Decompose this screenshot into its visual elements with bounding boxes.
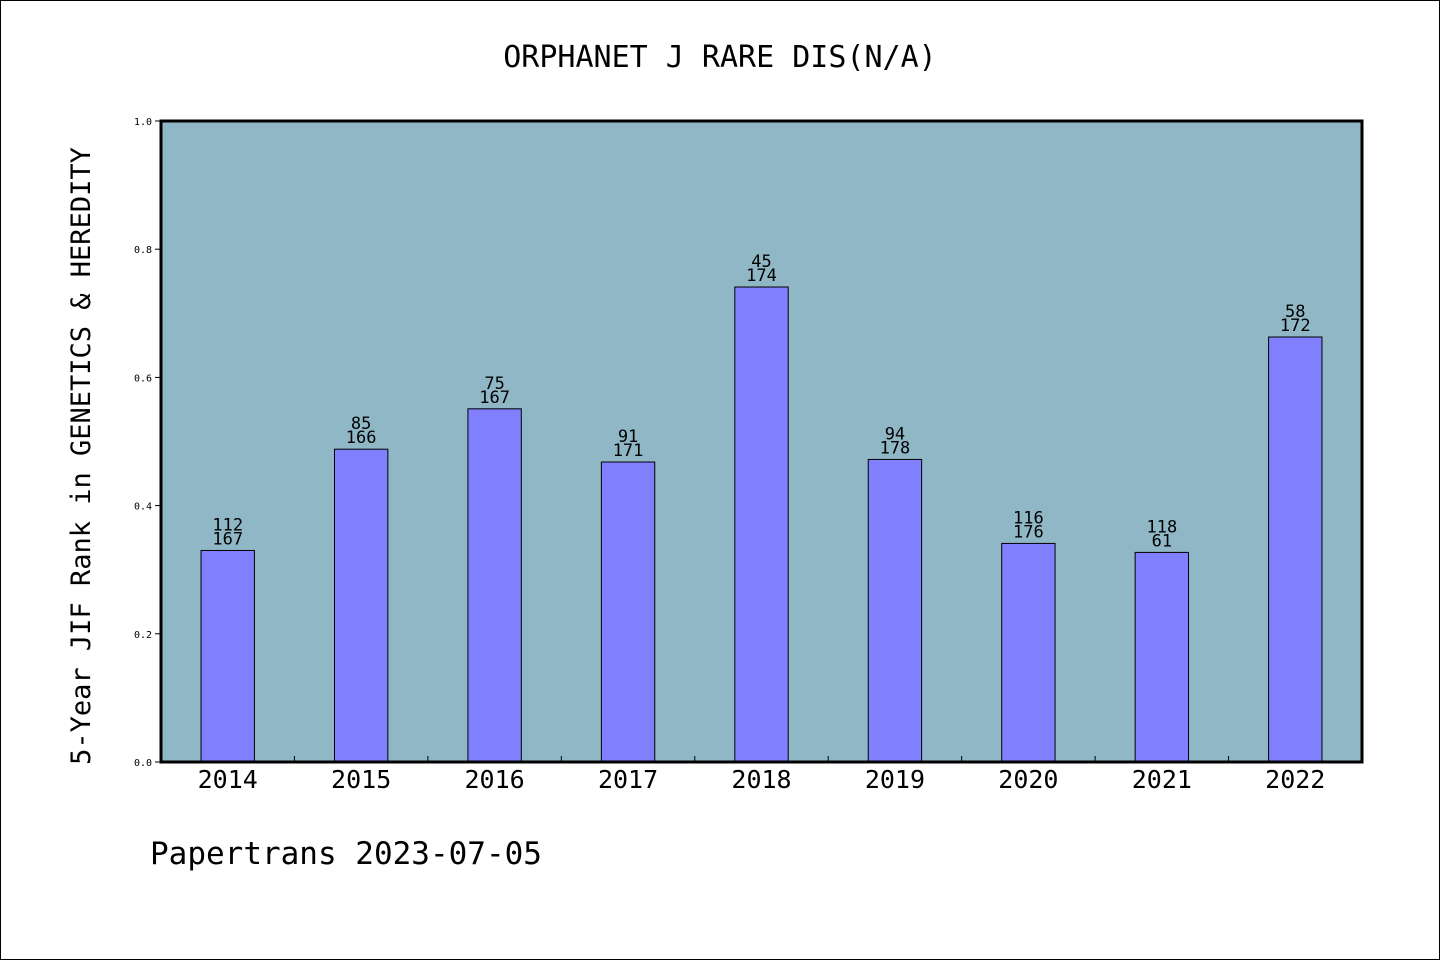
bar bbox=[734, 286, 789, 763]
bar bbox=[1134, 551, 1190, 763]
y-axis-label: 5-Year JIF Rank in GENETICS & HEREDITY bbox=[66, 147, 97, 765]
bar bbox=[333, 448, 389, 763]
bar-rank-label: 112 bbox=[212, 515, 243, 535]
y-tick-label: 0.6 bbox=[134, 373, 152, 384]
plot-area: 0.00.20.40.60.81.01121672014851662015751… bbox=[134, 117, 1364, 794]
plot-border bbox=[159, 119, 1364, 764]
bar bbox=[867, 458, 923, 763]
bar-rank-label: 94 bbox=[885, 424, 905, 444]
bar-rank-label: 45 bbox=[751, 252, 771, 272]
bar bbox=[1268, 336, 1323, 763]
bar-total-label: 61 bbox=[1152, 531, 1172, 551]
y-tick-label: 0.4 bbox=[134, 502, 152, 513]
y-tick-label: 0.0 bbox=[134, 758, 152, 769]
x-tick-label: 2022 bbox=[1265, 765, 1325, 794]
bar-total-label: 174 bbox=[746, 266, 777, 286]
bar bbox=[467, 408, 522, 763]
bar bbox=[200, 549, 255, 763]
y-tick-label: 0.2 bbox=[134, 630, 152, 641]
bar-rank-label: 58 bbox=[1285, 302, 1305, 322]
y-tick-label: 1.0 bbox=[134, 117, 152, 128]
y-tick-label: 0.8 bbox=[134, 245, 152, 256]
bar bbox=[600, 461, 656, 763]
x-tick-label: 2019 bbox=[865, 765, 925, 794]
chart-title: ORPHANET J RARE DIS(N/A) bbox=[503, 40, 936, 75]
x-tick-label: 2020 bbox=[998, 765, 1058, 794]
bar-total-label: 178 bbox=[880, 438, 911, 458]
x-tick-label: 2014 bbox=[198, 765, 258, 794]
bar-rank-label: 91 bbox=[618, 427, 638, 447]
x-tick-label: 2021 bbox=[1132, 765, 1192, 794]
bar-total-label: 167 bbox=[212, 529, 243, 549]
x-tick-label: 2015 bbox=[331, 765, 391, 794]
bar-rank-label: 85 bbox=[351, 414, 371, 434]
bar-total-label: 172 bbox=[1280, 316, 1311, 336]
bar-total-label: 166 bbox=[346, 428, 377, 448]
bar bbox=[1001, 542, 1056, 763]
bar-rank-label: 116 bbox=[1013, 508, 1044, 528]
bar-rank-label: 75 bbox=[484, 374, 504, 394]
bar-rank-label: 118 bbox=[1146, 517, 1177, 537]
x-tick-label: 2016 bbox=[465, 765, 525, 794]
bar-total-label: 176 bbox=[1013, 522, 1044, 542]
footer-text: Papertrans 2023-07-05 bbox=[150, 836, 542, 872]
bar-total-label: 171 bbox=[613, 441, 644, 461]
bar-total-label: 167 bbox=[479, 388, 510, 408]
x-tick-label: 2018 bbox=[731, 765, 791, 794]
x-tick-label: 2017 bbox=[598, 765, 658, 794]
